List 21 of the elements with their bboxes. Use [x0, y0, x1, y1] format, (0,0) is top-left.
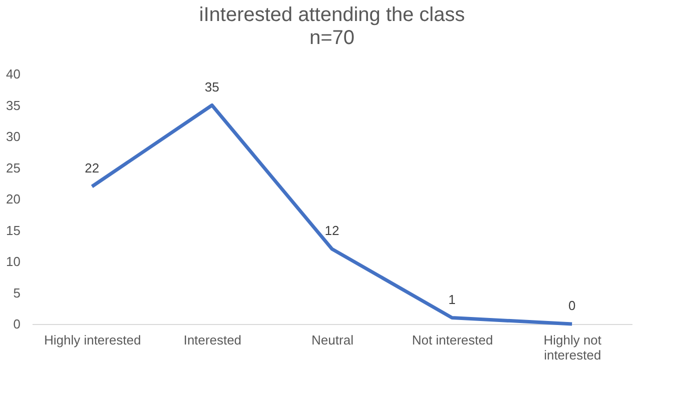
chart-title: iInterested attending the class [199, 4, 465, 26]
y-tick-label: 35 [6, 98, 20, 113]
x-tick-label: Interested [184, 332, 242, 348]
x-tick-label: Neutral [312, 332, 354, 348]
x-tick-label: Not interested [412, 332, 493, 348]
x-tick-label: Highly not interested [544, 332, 602, 362]
y-tick-label: 10 [6, 254, 20, 269]
y-tick-label: 5 [13, 285, 20, 300]
data-label: 12 [324, 223, 340, 238]
chart-subtitle: n=70 [309, 27, 355, 49]
data-label: 1 [448, 292, 456, 307]
data-label: 35 [204, 79, 220, 94]
y-tick-label: 40 [6, 66, 20, 82]
data-label: 0 [568, 298, 576, 313]
y-tick-label: 25 [6, 160, 20, 176]
x-tick-label: Highly interested [44, 332, 141, 348]
y-tick-label: 20 [6, 192, 20, 206]
y-tick-label: 15 [6, 222, 20, 238]
data-label: 22 [84, 160, 100, 176]
y-tick-label: 0 [13, 316, 20, 332]
y-tick-label: 30 [6, 129, 20, 144]
